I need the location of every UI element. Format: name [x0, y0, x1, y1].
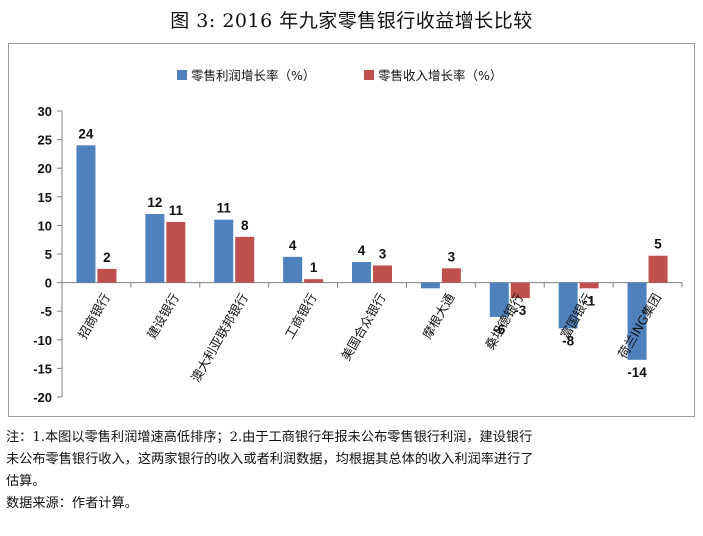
bar-series-2 — [648, 255, 668, 283]
y-tick-label: -5 — [40, 304, 52, 319]
y-tick-label: 5 — [45, 247, 52, 262]
data-label-series-2: 3 — [379, 246, 387, 261]
bar-series-2 — [235, 236, 255, 283]
data-label-series-2: 8 — [241, 218, 249, 233]
data-label-series-1: 12 — [147, 195, 162, 210]
y-tick-label: 30 — [38, 104, 52, 119]
y-tick-label: 25 — [38, 133, 52, 148]
data-label-series-2: 5 — [654, 237, 662, 252]
bar-series-1 — [145, 213, 165, 283]
category-label: 摩根大通 — [419, 290, 457, 341]
chart-category-labels: 招商银行 建设银行 澳大利亚联邦银行 工商银行 美国合众银行 摩根大通 桑坦德银行 富国银行荷… — [75, 290, 664, 385]
data-label-series-1: 11 — [217, 201, 232, 216]
data-label-series-1: -6 — [493, 322, 505, 337]
bar-series-1 — [420, 282, 440, 289]
y-tick-label: 15 — [38, 190, 52, 205]
category-label: 建设银行 — [144, 291, 182, 342]
bar-series-2 — [97, 268, 117, 283]
data-source: 数据来源：作者计算。 — [6, 496, 138, 511]
legend-swatch-1 — [177, 70, 187, 80]
legend-label-1: 零售利润增长率（%） — [191, 68, 315, 83]
note-line-2: 未公布零售银行收入，这两家银行的收入或者利润数据，均根据其总体的收入利润率进行了 — [6, 452, 534, 467]
legend-label-2: 零售收入增长率（%） — [378, 68, 502, 83]
bar-series-1 — [76, 145, 96, 283]
bar-chart: 零售利润增长率（%） 零售收入增长率（%） -20-15-10-505101520… — [33, 68, 683, 405]
chart-bars — [76, 145, 668, 360]
data-label-series-2: -1 — [583, 293, 595, 308]
y-tick-label: -10 — [33, 333, 52, 348]
data-label-series-2: 1 — [310, 260, 318, 275]
data-label-series-1: -8 — [562, 333, 574, 348]
y-tick-label: -15 — [33, 361, 52, 376]
bar-series-1 — [627, 282, 647, 360]
bar-series-2 — [373, 265, 392, 283]
bar-series-1 — [352, 262, 371, 283]
chart-legend: 零售利润增长率（%） 零售收入增长率（%） — [177, 68, 502, 83]
bar-series-2 — [441, 268, 461, 283]
chart-frame: 零售利润增长率（%） 零售收入增长率（%） -20 -15 -10 -5 0 5 10 15 20… — [8, 43, 695, 417]
bar-series-1 — [489, 282, 509, 317]
data-label-series-1: 4 — [289, 238, 297, 253]
chart-notes: 注：1.本图以零售利润增速高低排序；2.由于工商银行年报未公布零售银行利润，建设… — [6, 427, 696, 515]
y-tick-label: 10 — [38, 218, 52, 233]
bar-series-1 — [214, 219, 234, 283]
category-label: 澳大利亚联邦银行 — [188, 291, 251, 385]
y-tick-label: 20 — [38, 161, 52, 176]
bar-series-2 — [579, 282, 599, 289]
data-label-series-1: 4 — [358, 243, 366, 258]
data-label-series-2: 11 — [169, 203, 184, 218]
category-label: 招商银行 — [75, 291, 113, 342]
data-label-series-2: -3 — [514, 303, 526, 318]
data-label-series-2: 3 — [448, 249, 456, 264]
bar-series-1 — [283, 256, 303, 283]
data-label-series-2: 2 — [103, 250, 111, 265]
data-label-series-1: 24 — [78, 126, 94, 141]
y-tick-label: 0 — [45, 276, 52, 291]
note-line-1: 注：1.本图以零售利润增速高低排序；2.由于工商银行年报未公布零售银行利润，建设… — [6, 430, 533, 445]
bar-series-2 — [510, 282, 530, 299]
category-label: 工商银行 — [282, 291, 320, 342]
legend-swatch-2 — [364, 70, 374, 80]
bar-series-1 — [558, 282, 578, 329]
y-tick-label: -20 — [33, 390, 52, 405]
note-line-3: 估算。 — [6, 474, 46, 489]
bar-series-2 — [166, 221, 186, 283]
data-label-series-1: -14 — [627, 365, 647, 380]
bar-series-2 — [304, 279, 324, 283]
page-title: 图 3: 2016 年九家零售银行收益增长比较 — [170, 10, 533, 32]
category-label: 美国合众银行 — [338, 291, 388, 363]
